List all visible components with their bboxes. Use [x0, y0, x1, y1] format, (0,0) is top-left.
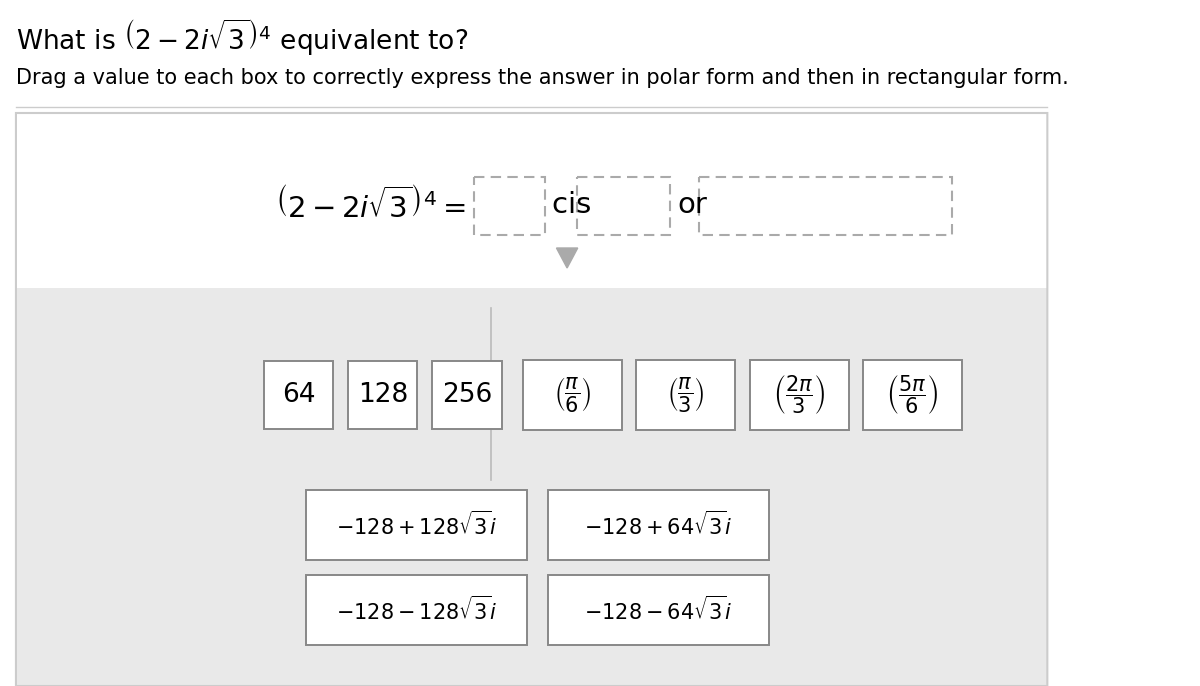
Text: 256: 256	[442, 382, 492, 408]
Text: Drag a value to each box to correctly express the answer in polar form and then : Drag a value to each box to correctly ex…	[16, 68, 1069, 88]
FancyBboxPatch shape	[264, 361, 334, 429]
FancyBboxPatch shape	[474, 177, 545, 235]
FancyBboxPatch shape	[750, 360, 848, 430]
FancyBboxPatch shape	[577, 177, 670, 235]
FancyBboxPatch shape	[432, 361, 502, 429]
Text: 128: 128	[358, 382, 408, 408]
FancyBboxPatch shape	[636, 360, 736, 430]
FancyBboxPatch shape	[547, 575, 769, 645]
Text: $-128-64\sqrt{3}i$: $-128-64\sqrt{3}i$	[584, 596, 732, 624]
Text: 64: 64	[282, 382, 316, 408]
Text: $\left(\dfrac{\pi}{3}\right)$: $\left(\dfrac{\pi}{3}\right)$	[667, 375, 704, 414]
FancyBboxPatch shape	[863, 360, 962, 430]
Bar	[16, 113, 1048, 288]
Text: or: or	[677, 191, 707, 219]
FancyBboxPatch shape	[348, 361, 418, 429]
Text: $-128+64\sqrt{3}i$: $-128+64\sqrt{3}i$	[584, 511, 732, 539]
Text: $\left(\dfrac{\pi}{6}\right)$: $\left(\dfrac{\pi}{6}\right)$	[553, 375, 592, 414]
Bar	[16, 288, 1048, 686]
Polygon shape	[557, 248, 577, 268]
Text: $\left(2 - 2i\sqrt{3}\right)^4 =$: $\left(2 - 2i\sqrt{3}\right)^4 =$	[275, 187, 466, 224]
Text: $\left(\dfrac{5\pi}{6}\right)$: $\left(\dfrac{5\pi}{6}\right)$	[887, 373, 938, 416]
FancyBboxPatch shape	[700, 177, 952, 235]
Text: $-128-128\sqrt{3}i$: $-128-128\sqrt{3}i$	[336, 596, 497, 624]
Text: $-128+128\sqrt{3}i$: $-128+128\sqrt{3}i$	[336, 511, 497, 539]
FancyBboxPatch shape	[306, 575, 527, 645]
Text: $\left(\dfrac{2\pi}{3}\right)$: $\left(\dfrac{2\pi}{3}\right)$	[773, 373, 826, 416]
Text: What is $\left(2 - 2i\sqrt{3}\right)^4$ equivalent to?: What is $\left(2 - 2i\sqrt{3}\right)^4$ …	[16, 18, 468, 58]
FancyBboxPatch shape	[523, 360, 622, 430]
FancyBboxPatch shape	[306, 490, 527, 560]
Text: $\mathrm{cis}$: $\mathrm{cis}$	[551, 191, 592, 219]
FancyBboxPatch shape	[547, 490, 769, 560]
